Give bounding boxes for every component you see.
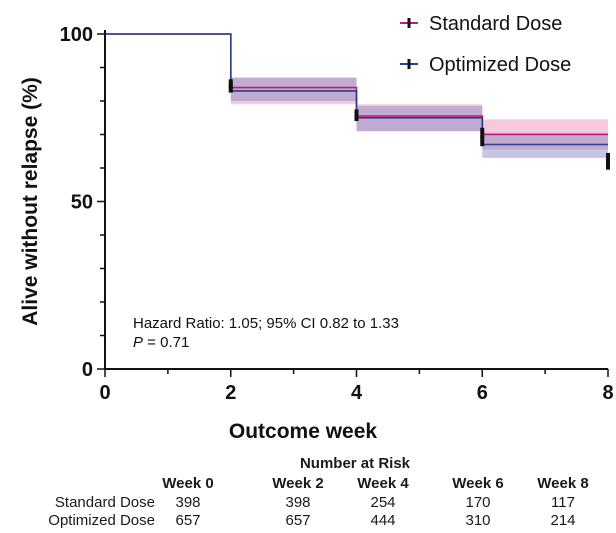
- risk-cell: 657: [175, 512, 201, 529]
- y-axis-title: Alive without relapse (%): [19, 77, 42, 326]
- risk-cell: 398: [175, 494, 201, 511]
- y-tick-label: 50: [71, 192, 93, 214]
- risk-cell: 398: [285, 494, 311, 511]
- risk-cell: 170: [465, 494, 491, 511]
- legend-label-optimized: Optimized Dose: [429, 54, 571, 76]
- risk-row-label-optimized: Optimized Dose: [48, 512, 155, 529]
- risk-col-header: Week 8: [537, 475, 589, 492]
- risk-cell: 310: [465, 512, 491, 529]
- censor-mark: [480, 127, 485, 138]
- legend-swatch-mark: [407, 59, 411, 69]
- legend-label-standard: Standard Dose: [429, 13, 562, 35]
- risk-table-title: Number at Risk: [299, 455, 411, 472]
- censor-mark: [606, 152, 610, 163]
- x-axis-title: Outcome week: [229, 420, 378, 443]
- x-tick-label: 2: [225, 382, 236, 404]
- risk-cell: 254: [370, 494, 396, 511]
- number-at-risk-table: Number at Risk Week 0 Week 2 Week 4 Week…: [0, 455, 616, 531]
- risk-col-header: Week 6: [452, 475, 504, 492]
- censor-mark: [354, 111, 359, 122]
- y-tick-label: 100: [60, 24, 93, 46]
- risk-col-header: Week 4: [357, 475, 409, 492]
- hazard-ratio-annotation: Hazard Ratio: 1.05; 95% CI 0.82 to 1.33: [133, 315, 399, 332]
- km-chart: 0 50 100 0 2 4 6 8 Outcome week Alive without rel…: [19, 13, 614, 443]
- x-tick-label: 6: [477, 382, 488, 404]
- risk-cell: 214: [550, 512, 576, 529]
- legend-swatch-mark: [407, 18, 411, 28]
- p-value-annotation: P = 0.71: [133, 334, 189, 351]
- censor-mark: [228, 79, 233, 90]
- x-tick-label: 4: [351, 382, 363, 404]
- risk-col-header: Week 0: [162, 475, 214, 492]
- risk-cell: 117: [551, 494, 575, 511]
- risk-row-label-standard: Standard Dose: [54, 494, 155, 511]
- risk-col-header: Week 2: [272, 475, 324, 492]
- risk-cell: 444: [370, 512, 396, 529]
- x-tick-label: 0: [99, 382, 110, 404]
- p-value: = 0.71: [143, 334, 189, 351]
- x-tick-label: 8: [602, 382, 613, 404]
- censor-mark: [606, 159, 610, 170]
- censor-mark: [480, 136, 485, 147]
- p-symbol: P: [133, 334, 143, 351]
- risk-cell: 657: [285, 512, 311, 529]
- y-tick-label: 0: [82, 359, 93, 381]
